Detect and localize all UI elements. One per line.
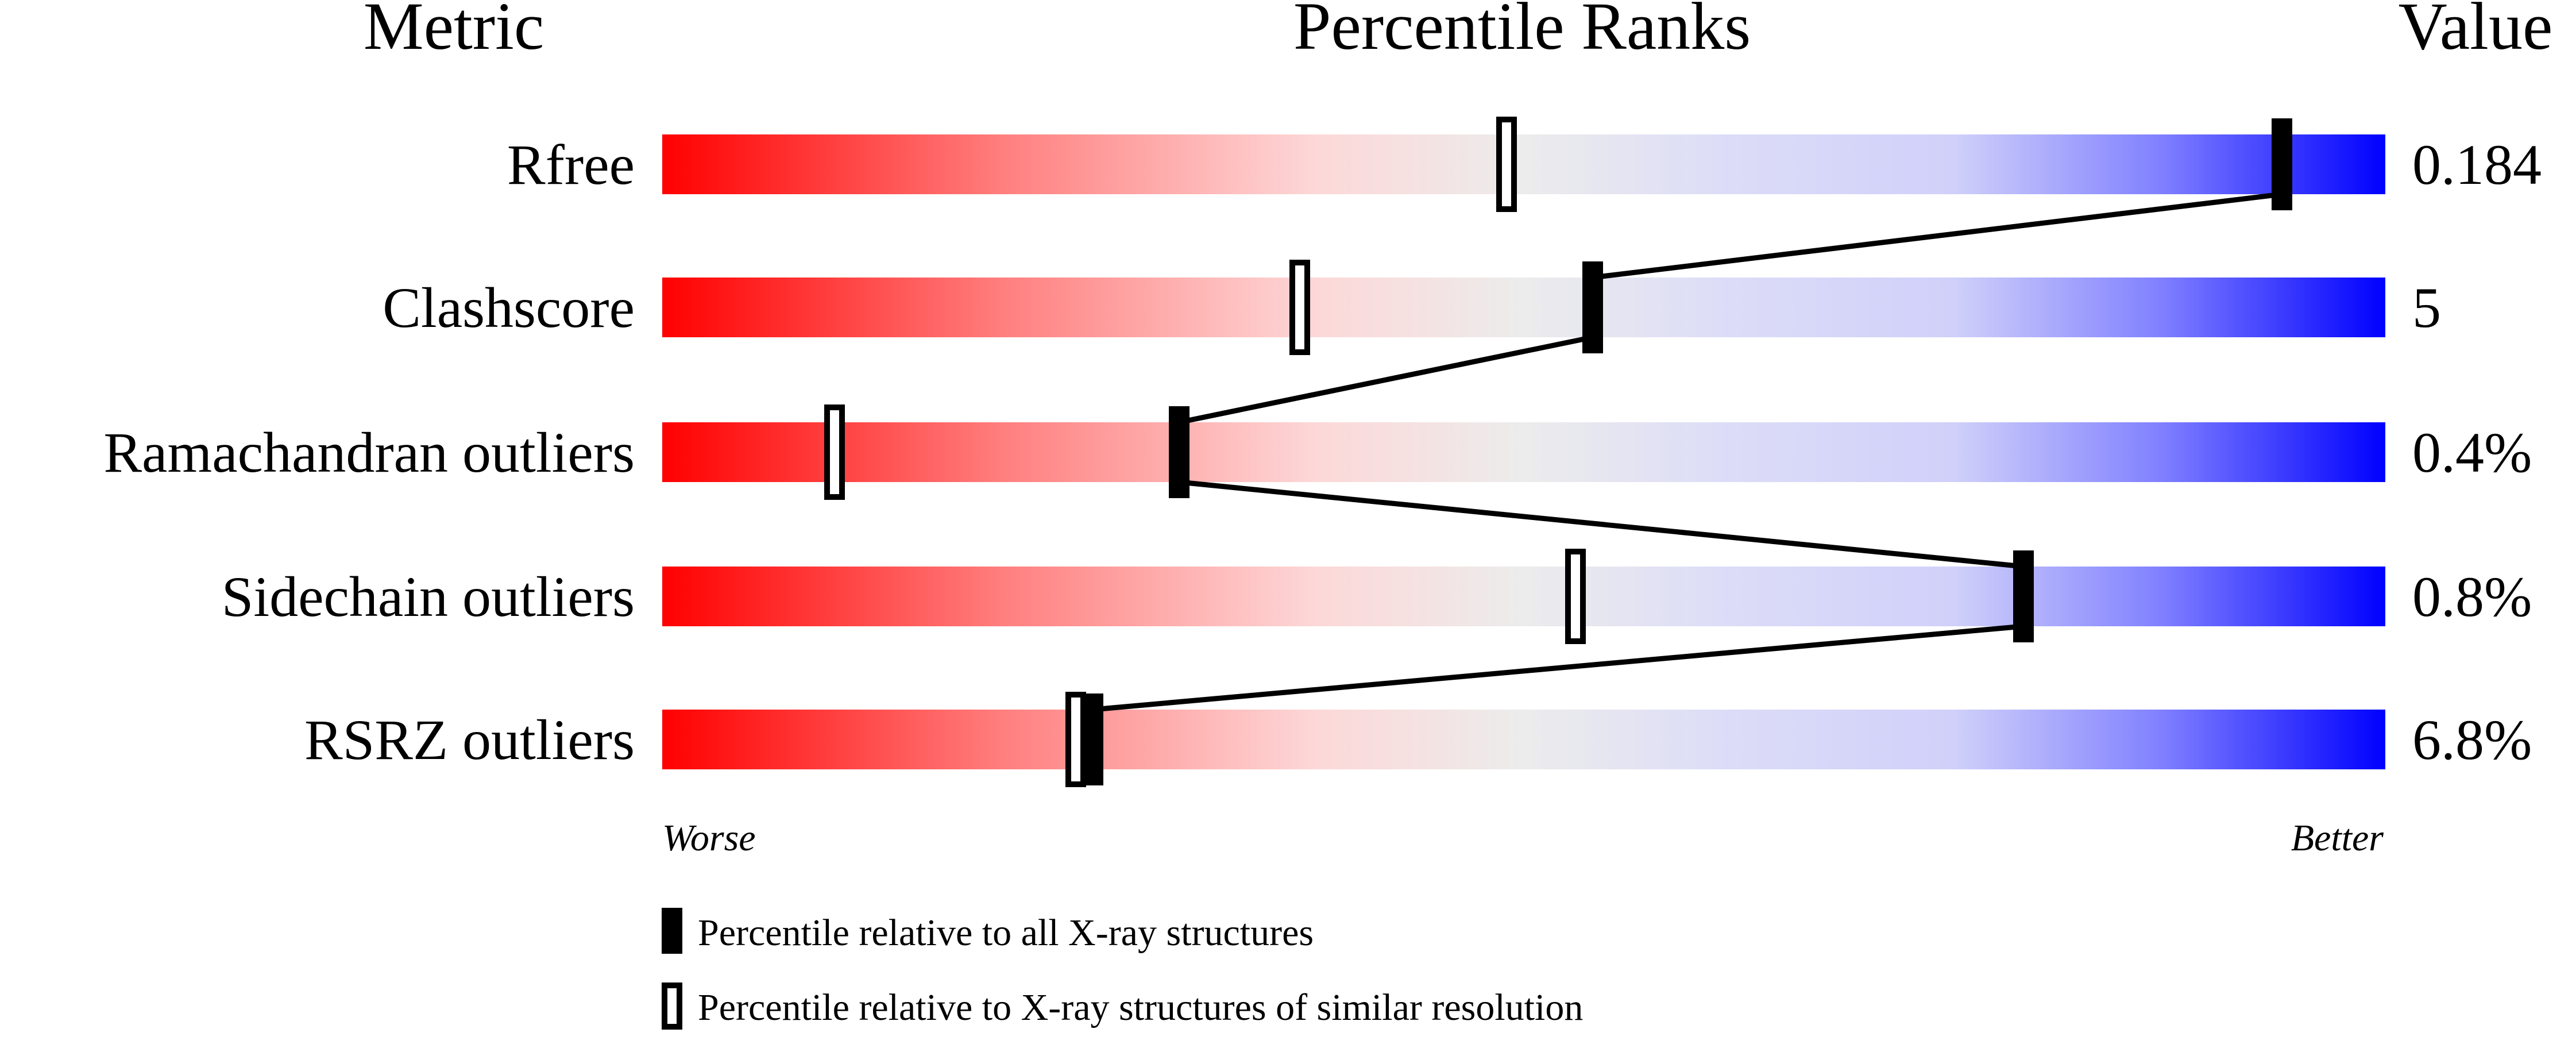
header-value: Value: [2399, 0, 2553, 64]
metric-label: RSRZ outliers: [304, 708, 635, 772]
percentile-bar: [662, 134, 2385, 194]
metric-label: Sidechain outliers: [222, 565, 635, 629]
similar-resolution-marker: [1496, 117, 1517, 212]
percentile-bar: [662, 710, 2385, 769]
similar-resolution-marker: [1565, 549, 1586, 644]
metric-value: 0.184: [2412, 133, 2542, 196]
percentile-bar: [662, 567, 2385, 626]
connector-line: [1592, 191, 2283, 280]
metric-value: 6.8%: [2412, 708, 2532, 772]
legend-filled-label: Percentile relative to all X-ray structu…: [698, 912, 1314, 954]
metric-value: 0.4%: [2412, 421, 2532, 484]
legend-filled-marker: [662, 908, 682, 954]
similar-resolution-marker: [1065, 692, 1086, 787]
header-percentile-ranks: Percentile Ranks: [1293, 0, 1751, 64]
percentile-bar: [662, 278, 2385, 337]
metric-label: Clashscore: [383, 276, 635, 340]
legend-open-label: Percentile relative to X-ray structures …: [698, 987, 1583, 1028]
connector-line: [1179, 479, 2024, 569]
axis-better-label: Better: [2291, 817, 2384, 859]
similar-resolution-marker: [1289, 260, 1310, 355]
legend-open-marker: [662, 982, 682, 1030]
metric-label: Ramachandran outliers: [103, 421, 635, 484]
connector-line: [1179, 334, 1593, 425]
metric-label: Rfree: [507, 133, 635, 196]
percentile-bar: [662, 422, 2385, 482]
header-metric: Metric: [364, 0, 544, 64]
metric-value: 5: [2412, 276, 2441, 340]
similar-resolution-marker: [824, 404, 845, 500]
metric-value: 0.8%: [2412, 565, 2532, 629]
connector-line: [1092, 623, 2024, 712]
axis-worse-label: Worse: [662, 817, 756, 859]
